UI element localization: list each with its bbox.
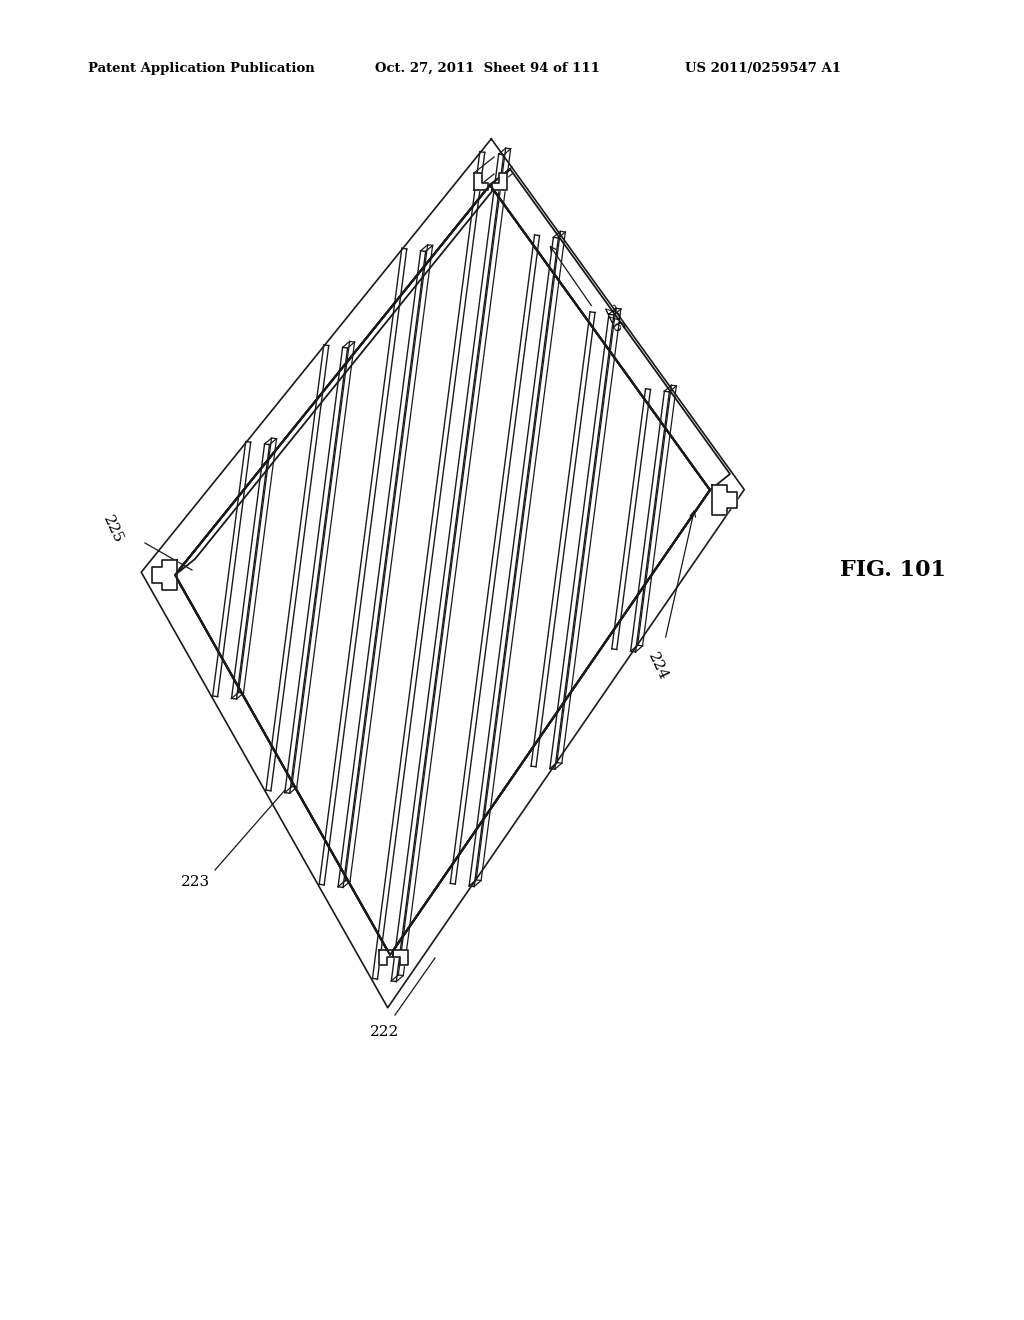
Text: FIG. 101: FIG. 101: [840, 558, 946, 581]
Polygon shape: [492, 173, 507, 190]
Polygon shape: [152, 560, 177, 590]
Text: Patent Application Publication: Patent Application Publication: [88, 62, 314, 75]
Text: US 2011/0259547 A1: US 2011/0259547 A1: [685, 62, 841, 75]
Text: 226: 226: [600, 304, 625, 337]
Polygon shape: [712, 484, 737, 515]
Polygon shape: [379, 950, 393, 965]
Polygon shape: [175, 169, 510, 576]
Polygon shape: [393, 950, 408, 965]
Text: 223: 223: [180, 875, 210, 888]
Text: 222: 222: [371, 1026, 399, 1039]
Text: 224: 224: [645, 649, 671, 682]
Text: 225: 225: [100, 513, 125, 546]
Polygon shape: [474, 173, 488, 190]
Polygon shape: [490, 169, 730, 490]
Text: Oct. 27, 2011  Sheet 94 of 111: Oct. 27, 2011 Sheet 94 of 111: [375, 62, 600, 75]
Polygon shape: [175, 185, 710, 954]
